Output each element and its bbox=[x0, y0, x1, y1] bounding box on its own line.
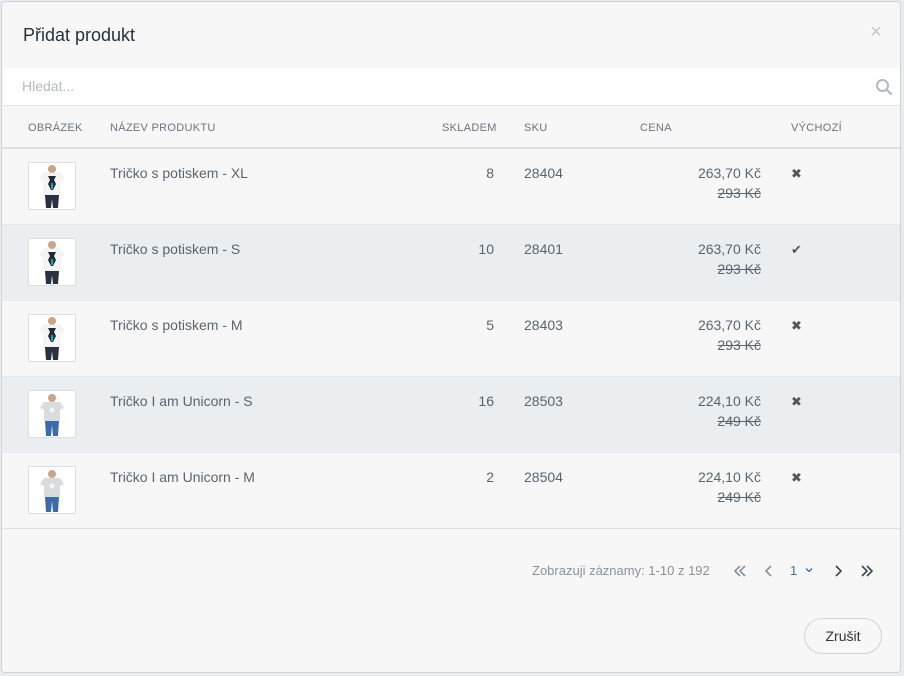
product-name: Tričko I am Unicorn - M bbox=[110, 469, 255, 485]
product-thumbnail bbox=[28, 314, 76, 362]
product-sku: 28403 bbox=[524, 317, 563, 333]
product-name: Tričko I am Unicorn - S bbox=[110, 393, 253, 409]
search-input[interactable] bbox=[3, 68, 853, 104]
current-price: 263,70 Kč bbox=[697, 165, 761, 181]
product-sku: 28401 bbox=[524, 241, 563, 257]
cross-icon[interactable]: ✖ bbox=[791, 166, 802, 181]
chevron-left-icon[interactable] bbox=[760, 562, 778, 580]
current-price: 263,70 Kč bbox=[697, 241, 761, 257]
search-icon[interactable] bbox=[875, 78, 893, 96]
product-price: 263,70 Kč 293 Kč bbox=[698, 315, 761, 355]
product-price: 263,70 Kč 293 Kč bbox=[698, 239, 761, 279]
product-price: 224,10 Kč 249 Kč bbox=[698, 467, 761, 507]
product-stock: 16 bbox=[478, 393, 494, 409]
page-select[interactable]: 1 bbox=[790, 563, 814, 578]
cross-icon[interactable]: ✖ bbox=[791, 318, 802, 333]
original-price: 293 Kč bbox=[717, 185, 761, 201]
current-price: 224,10 Kč bbox=[697, 393, 761, 409]
product-stock: 2 bbox=[486, 469, 494, 485]
product-thumbnail bbox=[28, 466, 76, 514]
column-header-name: NÁZEV PRODUKTU bbox=[110, 122, 216, 134]
product-price: 224,10 Kč 249 Kč bbox=[698, 391, 761, 431]
product-price: 263,70 Kč 293 Kč bbox=[698, 163, 761, 203]
search-bar bbox=[3, 68, 900, 106]
original-price: 293 Kč bbox=[717, 261, 761, 277]
double-chevron-right-icon[interactable] bbox=[858, 562, 876, 580]
product-thumbnail bbox=[28, 162, 76, 210]
pagination: Zobrazuji záznamy: 1-10 z 192 1 bbox=[2, 562, 900, 583]
table-header: OBRÁZEK NÁZEV PRODUKTU SKLADEM SKU CENA … bbox=[2, 106, 900, 149]
table-row[interactable]: Tričko s potiskem - S 10 28401 263,70 Kč 293… bbox=[2, 225, 900, 301]
column-header-image: OBRÁZEK bbox=[28, 122, 83, 134]
product-thumbnail bbox=[28, 238, 76, 286]
product-stock: 10 bbox=[478, 241, 494, 257]
product-sku: 28504 bbox=[524, 469, 563, 485]
column-header-stock: SKLADEM bbox=[442, 122, 497, 134]
original-price: 293 Kč bbox=[717, 337, 761, 353]
table-row[interactable]: Tričko I am Unicorn - M 2 28504 224,10 Kč 24… bbox=[2, 453, 900, 529]
column-header-sku: SKU bbox=[524, 122, 548, 134]
product-name: Tričko s potiskem - M bbox=[110, 317, 243, 333]
modal-title: Přidat produkt bbox=[23, 25, 136, 45]
product-name: Tričko s potiskem - S bbox=[110, 241, 241, 257]
original-price: 249 Kč bbox=[717, 489, 761, 505]
current-price: 263,70 Kč bbox=[697, 317, 761, 333]
product-stock: 5 bbox=[486, 317, 494, 333]
divider bbox=[2, 528, 900, 529]
product-sku: 28404 bbox=[524, 165, 563, 181]
original-price: 249 Kč bbox=[717, 413, 761, 429]
check-icon[interactable]: ✔ bbox=[791, 242, 802, 257]
table-row[interactable]: Tričko I am Unicorn - S 16 28503 224,10 Kč 2… bbox=[2, 377, 900, 453]
chevron-right-icon[interactable] bbox=[829, 562, 847, 580]
product-name: Tričko s potiskem - XL bbox=[110, 165, 248, 181]
current-price: 224,10 Kč bbox=[697, 469, 761, 485]
product-stock: 8 bbox=[486, 165, 494, 181]
cancel-button[interactable]: Zrušit bbox=[804, 618, 882, 654]
current-page: 1 bbox=[790, 563, 798, 578]
product-sku: 28503 bbox=[524, 393, 563, 409]
cross-icon[interactable]: ✖ bbox=[791, 470, 802, 485]
chevron-down-icon bbox=[805, 568, 813, 573]
product-thumbnail bbox=[28, 390, 76, 438]
cross-icon[interactable]: ✖ bbox=[791, 394, 802, 409]
table-row[interactable]: Tričko s potiskem - XL 8 28404 263,70 Kč 293… bbox=[2, 149, 900, 225]
column-header-default: VÝCHOZÍ bbox=[791, 122, 842, 134]
double-chevron-left-icon[interactable] bbox=[731, 562, 749, 580]
column-header-price: CENA bbox=[640, 122, 672, 134]
pagination-info: Zobrazuji záznamy: 1-10 z 192 bbox=[532, 563, 710, 578]
table-row[interactable]: Tričko s potiskem - M 5 28403 263,70 Kč 293 … bbox=[2, 301, 900, 377]
close-button[interactable]: × bbox=[870, 21, 882, 43]
